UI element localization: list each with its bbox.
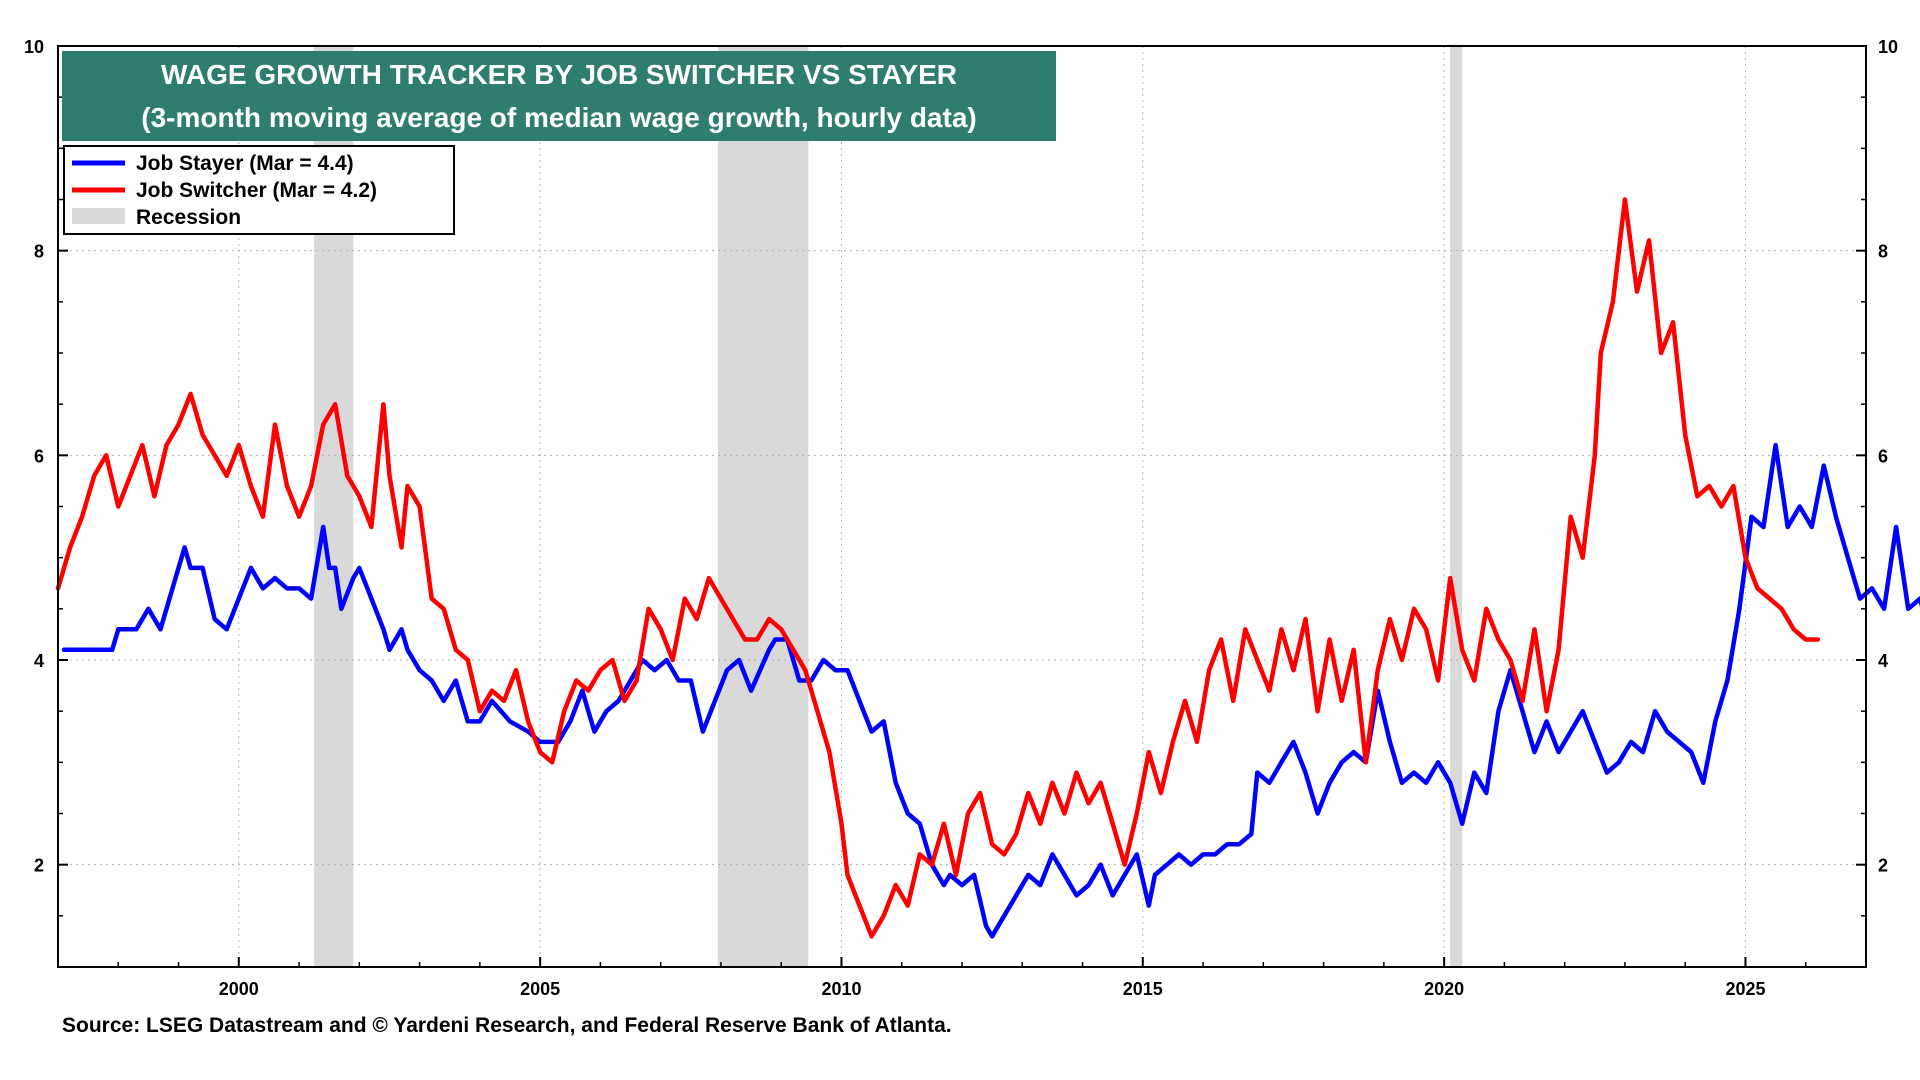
y-tick-label-right-10: 10: [1878, 37, 1898, 57]
axes: 2000 2005 2010 2015 2020 2025 2 2 4 4 6 6 8 8 10 10: [24, 37, 1898, 999]
y-tick-label-right-8: 8: [1878, 242, 1888, 262]
x-tick-label-2010: 2010: [821, 979, 861, 999]
legend-label-stayer: Job Stayer (Mar = 4.4): [136, 152, 354, 175]
chart-subtitle: (3-month moving average of median wage g…: [141, 102, 976, 133]
series-line-stayer: [61, 442, 1920, 939]
y-tick-label-right-4: 4: [1878, 651, 1888, 671]
y-tick-label-left-6: 6: [34, 446, 44, 466]
x-tick-label-2005: 2005: [520, 979, 560, 999]
recession-band-2: [1450, 46, 1463, 967]
source-note: Source: LSEG Datastream and © Yardeni Re…: [62, 1014, 952, 1037]
series-line-switcher: [55, 197, 1821, 939]
legend-label-switcher: Job Switcher (Mar = 4.2): [136, 179, 377, 202]
x-tick-label-2020: 2020: [1424, 979, 1464, 999]
legend-label-recession: Recession: [136, 206, 241, 229]
x-tick-label-2000: 2000: [219, 979, 259, 999]
y-tick-label-left-8: 8: [34, 242, 44, 262]
y-tick-label-right-6: 6: [1878, 446, 1888, 466]
chart-title: WAGE GROWTH TRACKER BY JOB SWITCHER VS S…: [161, 59, 957, 90]
title-box: WAGE GROWTH TRACKER BY JOB SWITCHER VS S…: [62, 51, 1056, 141]
y-tick-label-left-2: 2: [34, 856, 44, 876]
series-lines: [55, 197, 1920, 939]
title-background: [62, 51, 1056, 141]
legend: Job Stayer (Mar = 4.4) Job Switcher (Mar…: [63, 145, 455, 235]
gridlines: [58, 46, 1866, 967]
y-tick-label-left-10: 10: [24, 37, 44, 57]
y-tick-label-left-4: 4: [34, 651, 44, 671]
y-tick-label-right-2: 2: [1878, 856, 1888, 876]
legend-box: [63, 145, 455, 235]
legend-swatch-recession: [72, 208, 125, 224]
x-tick-label-2015: 2015: [1123, 979, 1163, 999]
x-tick-label-2025: 2025: [1725, 979, 1765, 999]
recession-band-1: [717, 46, 809, 967]
